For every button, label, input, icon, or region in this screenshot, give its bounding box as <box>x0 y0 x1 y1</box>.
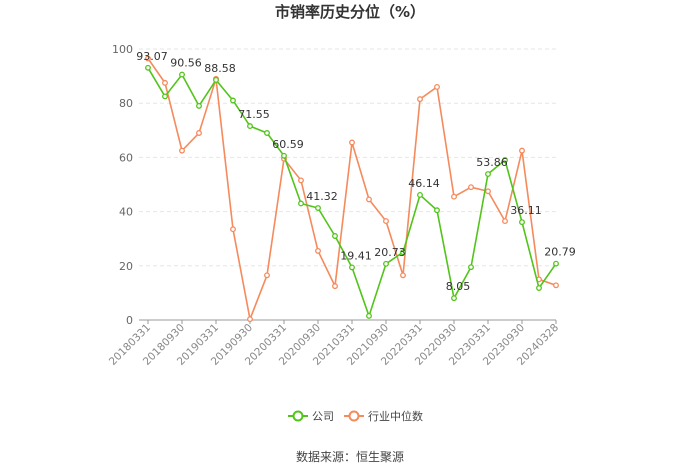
series-line <box>147 67 557 317</box>
data-label: 20.73 <box>374 246 406 259</box>
data-point[interactable] <box>315 247 321 254</box>
data-label: 8.05 <box>446 280 471 293</box>
data-point[interactable] <box>281 152 287 159</box>
legend-label: 公司 <box>312 410 334 423</box>
data-point[interactable] <box>264 130 270 136</box>
data-point[interactable] <box>298 200 304 207</box>
y-tick-label: 40 <box>119 206 133 219</box>
y-tick-label: 80 <box>119 97 133 110</box>
series-1 <box>145 55 559 323</box>
data-point[interactable] <box>468 184 474 191</box>
data-label: 46.14 <box>408 177 440 190</box>
data-point[interactable] <box>485 171 491 177</box>
data-point[interactable] <box>196 130 202 136</box>
axes: 0204060801002018033120180930201903312019… <box>107 43 561 368</box>
data-label: 71.55 <box>238 108 270 121</box>
data-point[interactable] <box>298 177 304 184</box>
data-point[interactable] <box>553 282 559 289</box>
data-point[interactable] <box>162 93 168 100</box>
data-point[interactable] <box>536 285 542 291</box>
data-point[interactable] <box>230 226 236 233</box>
data-point[interactable] <box>332 283 338 290</box>
data-point[interactable] <box>417 96 423 103</box>
data-point[interactable] <box>366 312 372 319</box>
data-point[interactable] <box>451 295 457 302</box>
legend[interactable]: 公司 行业中位数 <box>288 409 423 423</box>
legend-swatch-marker <box>348 410 360 422</box>
data-point[interactable] <box>434 83 440 90</box>
data-point[interactable] <box>196 102 202 109</box>
source-note: 数据来源：恒生聚源 <box>296 449 404 464</box>
data-point[interactable] <box>485 188 491 195</box>
data-point[interactable] <box>383 218 389 225</box>
data-point[interactable] <box>213 76 219 83</box>
data-point[interactable] <box>468 264 474 271</box>
series-layer <box>145 55 559 323</box>
data-point[interactable] <box>400 272 406 279</box>
legend-item-1[interactable]: 行业中位数 <box>344 409 423 423</box>
y-tick-label: 60 <box>119 151 133 164</box>
data-point[interactable] <box>247 123 253 130</box>
data-point[interactable] <box>264 272 270 279</box>
data-label: 93.07 <box>136 50 168 63</box>
data-point[interactable] <box>400 249 406 256</box>
data-point[interactable] <box>179 71 185 78</box>
data-label: 53.86 <box>476 156 508 169</box>
data-point[interactable] <box>519 219 525 226</box>
data-point[interactable] <box>451 193 457 200</box>
data-point[interactable] <box>162 79 168 86</box>
chart-title: 市销率历史分位（%） <box>275 3 425 21</box>
data-point[interactable] <box>383 260 389 267</box>
data-point[interactable] <box>417 192 423 198</box>
data-point[interactable] <box>230 97 236 104</box>
legend-label: 行业中位数 <box>368 409 423 423</box>
data-point[interactable] <box>179 147 185 154</box>
data-label: 88.58 <box>204 62 236 75</box>
data-label: 90.56 <box>170 57 202 70</box>
series-0 <box>145 64 559 319</box>
legend-swatch-marker <box>292 410 304 422</box>
data-point[interactable] <box>332 233 338 239</box>
data-label: 36.11 <box>510 204 542 217</box>
data-point[interactable] <box>247 316 253 323</box>
y-tick-label: 20 <box>119 260 133 273</box>
data-point[interactable] <box>553 260 559 267</box>
data-point[interactable] <box>502 157 508 164</box>
data-point[interactable] <box>145 55 151 62</box>
legend-item-0[interactable]: 公司 <box>288 410 334 423</box>
data-point[interactable] <box>315 205 321 211</box>
data-label: 60.59 <box>272 138 304 151</box>
data-point[interactable] <box>519 147 525 154</box>
y-tick-label: 100 <box>112 43 133 56</box>
data-label: 41.32 <box>306 190 338 203</box>
data-label: 20.79 <box>544 246 576 259</box>
data-point[interactable] <box>366 196 372 203</box>
data-point[interactable] <box>434 207 440 214</box>
data-label: 19.41 <box>340 249 372 262</box>
data-point[interactable] <box>349 264 355 271</box>
data-point[interactable] <box>349 139 355 146</box>
data-point[interactable] <box>145 64 151 71</box>
y-tick-label: 0 <box>126 314 133 327</box>
data-point[interactable] <box>502 218 508 225</box>
series-line <box>147 58 557 320</box>
